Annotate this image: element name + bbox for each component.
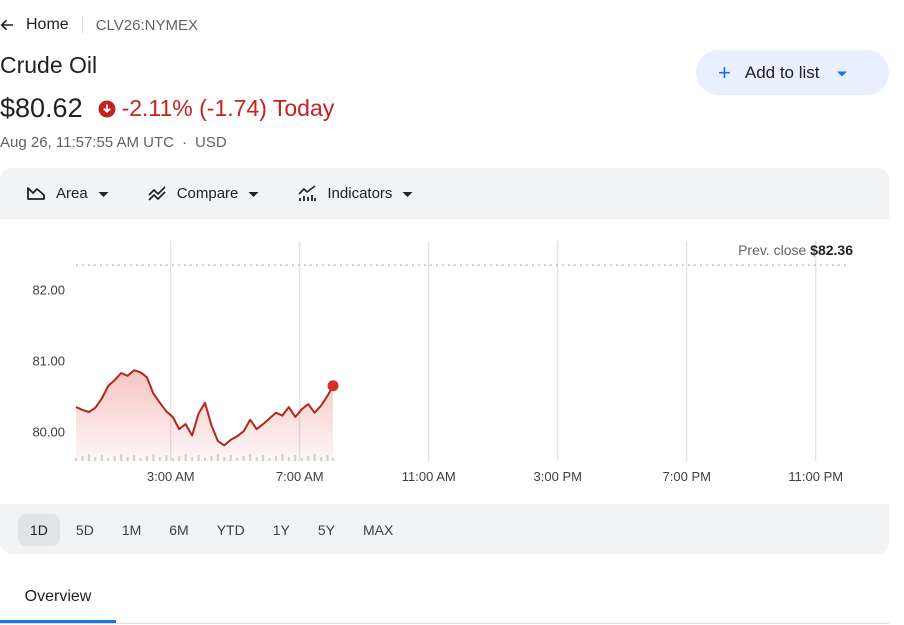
x-tick-label: 3:00 AM <box>147 469 195 484</box>
x-tick-label: 3:00 PM <box>534 469 582 484</box>
breadcrumb-symbol: CLV26:NYMEX <box>95 16 198 34</box>
last-price-dot <box>327 380 339 392</box>
add-to-list-label: Add to list <box>744 62 820 82</box>
x-tick-label: 11:00 AM <box>402 469 456 484</box>
x-tick-label: 7:00 PM <box>663 469 711 484</box>
page-title: Crude Oil <box>0 52 98 78</box>
chevron-down-icon <box>836 63 848 83</box>
range-max[interactable]: MAX <box>362 522 394 538</box>
range-ytd[interactable]: YTD <box>216 522 245 538</box>
range-1y[interactable]: 1Y <box>272 522 290 538</box>
price-row: $80.62 -2.11% (-1.74) Today <box>0 93 334 124</box>
price-line <box>75 369 334 447</box>
range-1m[interactable]: 1M <box>121 522 142 538</box>
tab-overview[interactable]: Overview <box>24 588 92 605</box>
compare-dropdown[interactable]: Compare <box>147 183 260 203</box>
plus-icon: + <box>718 59 731 85</box>
range-1d[interactable]: 1D <box>18 514 60 546</box>
prev-close-label-text: Prev. close $82.36 <box>738 242 853 258</box>
compare-label: Compare <box>176 184 239 202</box>
chart-type-dropdown[interactable]: Area <box>26 183 109 203</box>
breadcrumb-home-link[interactable]: Home <box>26 16 69 33</box>
currency: USD <box>195 134 227 151</box>
range-5y[interactable]: 5Y <box>317 522 335 538</box>
x-tick-label: 11:00 PM <box>788 469 843 484</box>
y-tick-label: 80.00 <box>32 425 65 440</box>
area-chart-icon <box>26 183 46 203</box>
chevron-down-icon <box>98 185 109 202</box>
back-arrow-icon[interactable] <box>0 18 20 32</box>
indicators-dropdown[interactable]: Indicators <box>297 183 413 203</box>
price-chart[interactable]: 82.00 81.00 80.00 3:00 AM 7:00 AM 11:00 AM 3:0… <box>0 219 889 504</box>
quote-timestamp: Aug 26, 11:57:55 AM UTC <box>0 134 174 151</box>
y-tick-label: 81.00 <box>32 354 65 369</box>
range-selector: 1D 5D 1M 6M YTD 1Y 5Y MAX <box>18 514 409 546</box>
quote-timestamp-row: Aug 26, 11:57:55 AM UTC · USD <box>0 134 227 151</box>
add-to-list-button[interactable]: + Add to list <box>696 50 889 95</box>
tab-bar: Overview <box>0 570 889 625</box>
current-price: $80.62 <box>0 93 83 123</box>
y-tick-label: 82.00 <box>32 283 65 298</box>
price-change: -2.11% (-1.74) Today <box>121 95 335 121</box>
indicators-label: Indicators <box>327 184 393 202</box>
prev-close-label: Prev. close <box>738 242 810 258</box>
active-tab-indicator <box>0 620 116 623</box>
chart-panel: Area Compare Indicators 82.00 81.00 80.00 3… <box>0 168 889 554</box>
range-6m[interactable]: 6M <box>169 522 189 538</box>
tab-divider <box>0 623 889 624</box>
price-chart-svg: 82.00 81.00 80.00 3:00 AM 7:00 AM 11:00 AM 3:0… <box>32 241 853 484</box>
breadcrumb-divider <box>81 17 83 33</box>
chevron-down-icon <box>402 185 413 202</box>
chart-type-label: Area <box>56 184 88 202</box>
compare-icon <box>147 183 167 203</box>
breadcrumb: Home CLV26:NYMEX <box>0 13 198 37</box>
separator-dot: · <box>182 134 187 151</box>
price-area-fill <box>76 370 333 461</box>
chevron-down-icon <box>248 185 259 202</box>
prev-close-value: $82.36 <box>810 242 853 258</box>
chart-toolbar: Area Compare Indicators <box>0 168 889 218</box>
range-5d[interactable]: 5D <box>75 522 94 538</box>
down-arrow-circle-icon <box>98 100 116 118</box>
x-tick-label: 7:00 AM <box>276 469 324 484</box>
indicators-icon <box>297 183 317 203</box>
